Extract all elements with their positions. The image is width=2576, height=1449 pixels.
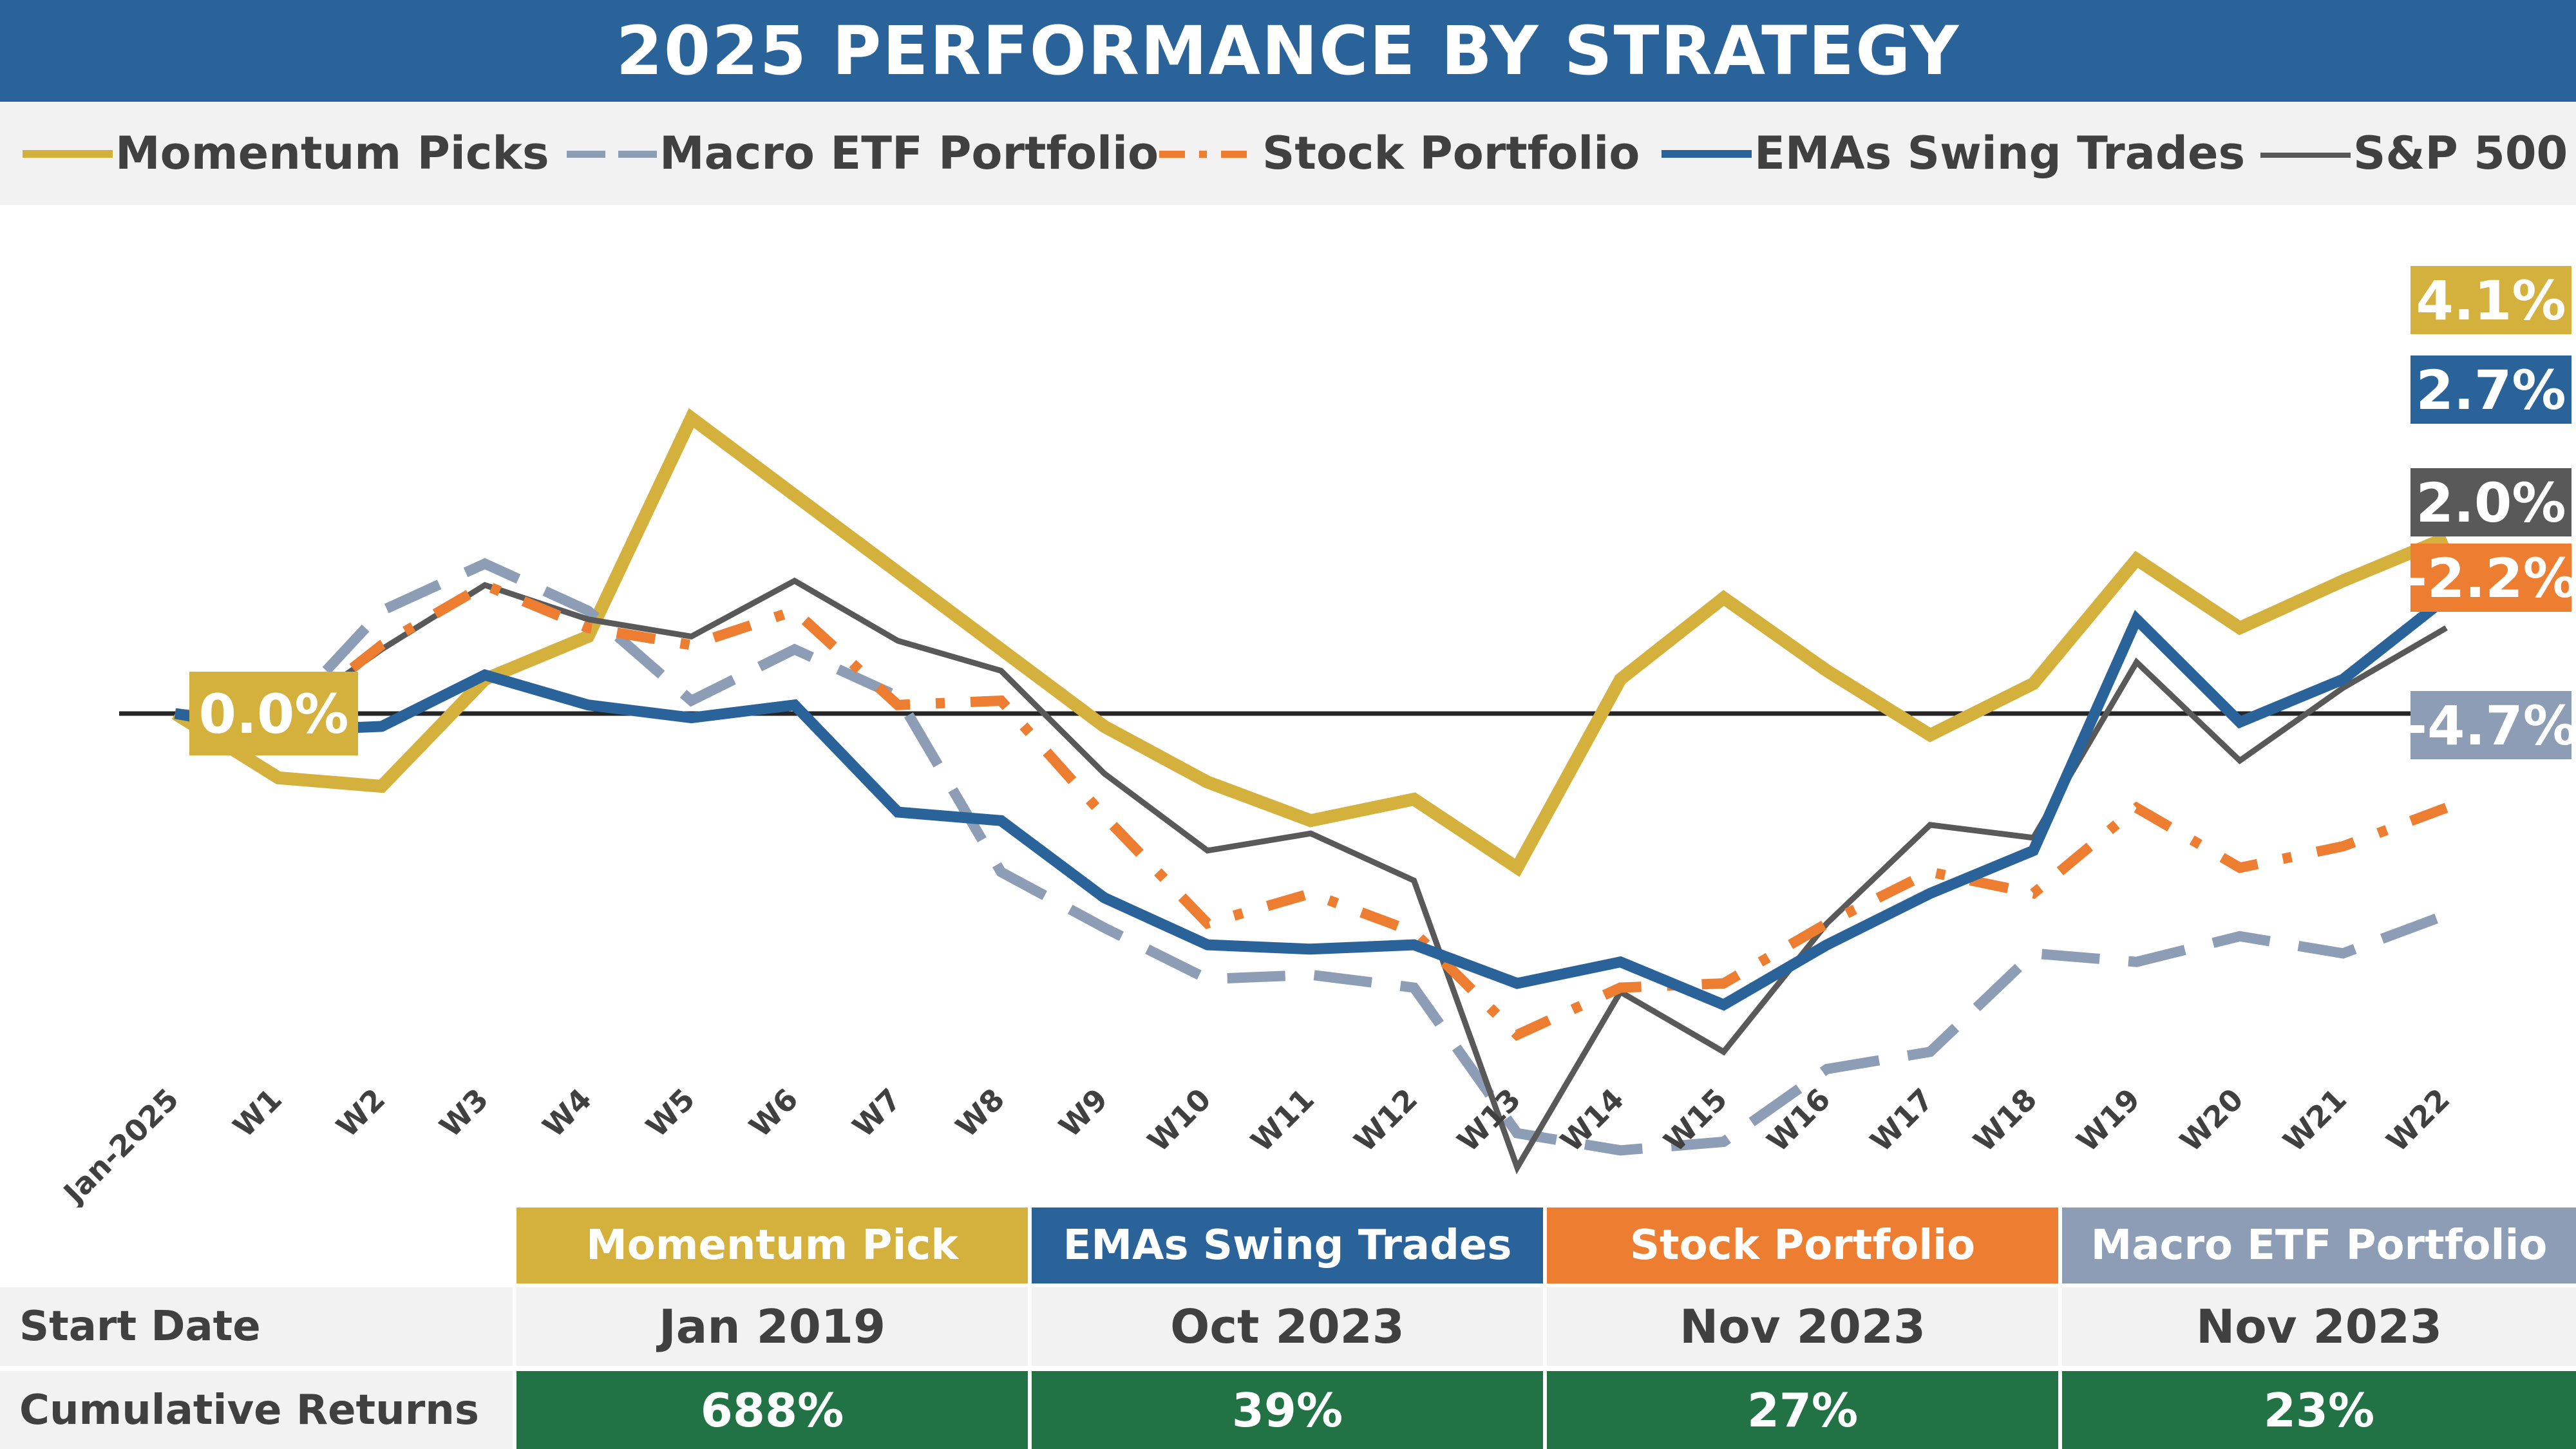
x-tick-label: W10 [1141, 1082, 1217, 1159]
x-tick-label: W11 [1244, 1082, 1321, 1159]
x-tick-label: W2 [330, 1082, 392, 1144]
end-label-momentum: 4.1% [2416, 269, 2566, 332]
x-tick-label: W4 [536, 1082, 598, 1144]
returns-emas: 39% [1032, 1371, 1543, 1449]
legend-item-sp500: S&P 500 [2260, 102, 2568, 205]
title-bar: 2025 PERFORMANCE BY STRATEGY [0, 0, 2576, 102]
x-tick-label: W9 [1052, 1082, 1115, 1144]
x-tick-label: W18 [1967, 1082, 2043, 1159]
legend-item-stock: Stock Portfolio [1159, 102, 1640, 205]
x-tick-label: W6 [743, 1082, 805, 1144]
x-tick-label: W7 [846, 1082, 908, 1144]
x-tick-label: W5 [639, 1082, 702, 1144]
start-date-stock: Nov 2023 [1547, 1287, 2058, 1366]
legend-label-macro: Macro ETF Portfolio [659, 127, 1159, 180]
x-tick-label: Jan-2025 [55, 1082, 185, 1208]
start-date-macro: Nov 2023 [2062, 1287, 2576, 1366]
x-tick-label: W19 [2070, 1082, 2146, 1159]
end-label-emas: 2.7% [2416, 359, 2566, 422]
end-label-macro: -4.7% [2405, 694, 2576, 757]
legend-label-momentum: Momentum Picks [115, 127, 549, 180]
line-chart: Jan-2025 W1 W2 W3 W4 W5 W6 W7 W8 W9 W10 W11 W12 W13 W1… [55, 266, 2576, 1208]
row-label-start-date: Start Date [0, 1287, 513, 1366]
series-line-emas-swing-trades [174, 593, 2450, 1011]
legend-item-macro: Macro ETF Portfolio [567, 102, 1159, 205]
end-label-stock-box [2410, 544, 2571, 612]
table-header-emas: EMAs Swing Trades [1032, 1208, 1543, 1283]
legend-label-emas: EMAs Swing Trades [1754, 127, 2246, 180]
legend-item-momentum: Momentum Picks [23, 102, 549, 205]
series-line-stock-portfolio [175, 579, 2448, 1041]
series-line-momentum-picks [171, 408, 2449, 877]
legend-swatch-stock [1159, 151, 1249, 158]
end-label-macro-box [2410, 691, 2571, 759]
table-header-macro: Macro ETF Portfolio [2062, 1208, 2576, 1283]
end-label-emas-box [2410, 355, 2571, 424]
end-label-stock: -2.2% [2405, 547, 2576, 610]
x-tick-label: W12 [1347, 1082, 1424, 1159]
x-tick-label: W22 [2380, 1082, 2456, 1159]
chart-title: 2025 PERFORMANCE BY STRATEGY [616, 12, 1960, 90]
start-label-momentum-box [189, 672, 358, 755]
legend-label-stock: Stock Portfolio [1262, 127, 1640, 180]
legend-swatch-emas [1662, 150, 1752, 158]
legend-item-emas: EMAs Swing Trades [1662, 102, 2245, 205]
start-date-momentum: Jan 2019 [516, 1287, 1028, 1366]
table-header-stock: Stock Portfolio [1547, 1208, 2058, 1283]
legend-swatch-macro [567, 151, 657, 158]
x-tick-label: W3 [433, 1082, 495, 1144]
legend: Momentum Picks Macro ETF Portfolio Stock… [0, 102, 2576, 205]
legend-label-sp500: S&P 500 [2353, 127, 2568, 180]
legend-swatch-sp500 [2260, 153, 2351, 158]
strategy-table: Momentum Pick EMAs Swing Trades Stock Po… [0, 1208, 2576, 1449]
series-line-macro-etf-portfolio [175, 558, 2448, 1156]
table-header-momentum: Momentum Pick [516, 1208, 1028, 1283]
start-date-emas: Oct 2023 [1032, 1287, 1543, 1366]
x-tick-label: W21 [2277, 1082, 2353, 1159]
end-label-sp500: 2.0% [2416, 471, 2566, 535]
x-tick-label: W8 [949, 1082, 1011, 1144]
legend-swatch-momentum [23, 150, 113, 158]
returns-macro: 23% [2062, 1371, 2576, 1449]
end-label-sp500-box [2410, 468, 2571, 536]
start-label-momentum: 0.0% [199, 683, 349, 746]
returns-stock: 27% [1547, 1371, 2058, 1449]
x-tick-label: W17 [1864, 1082, 1940, 1159]
row-label-cumulative-returns: Cumulative Returns [0, 1371, 513, 1449]
returns-momentum: 688% [516, 1371, 1028, 1449]
x-tick-label: W20 [2173, 1082, 2249, 1159]
end-label-momentum-box [2410, 266, 2571, 334]
x-tick-label: W1 [226, 1082, 289, 1144]
